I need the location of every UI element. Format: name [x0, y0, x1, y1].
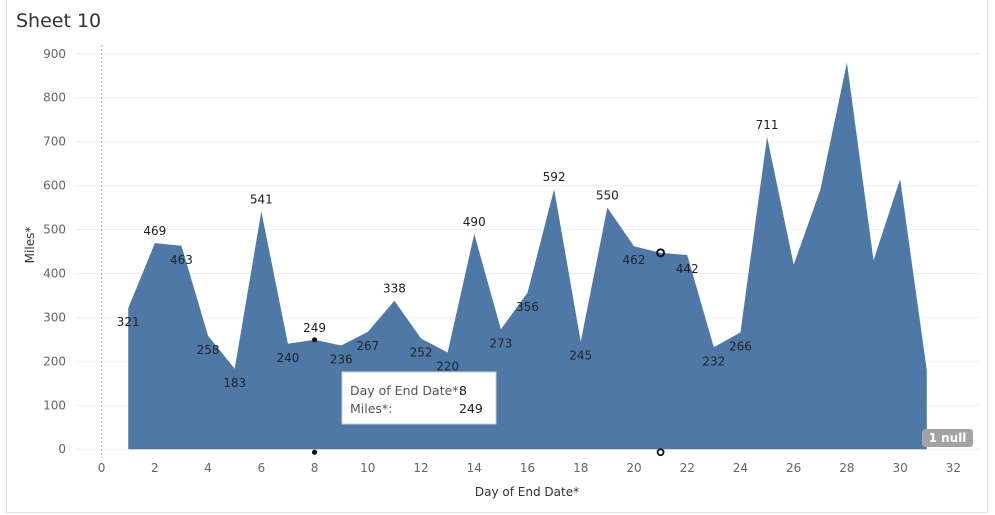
data-label: 321 — [117, 315, 140, 329]
y-tick-label: 800 — [43, 91, 66, 105]
x-tick-label: 0 — [98, 461, 106, 475]
data-label: 273 — [489, 336, 512, 350]
x-tick-label: 28 — [839, 461, 854, 475]
data-label: 252 — [410, 345, 433, 359]
y-tick-label: 700 — [43, 135, 66, 149]
sheet-frame — [6, 0, 988, 513]
null-indicator-badge[interactable]: 1 null — [922, 429, 973, 447]
y-tick-label: 200 — [43, 354, 66, 368]
y-tick-label: 400 — [43, 266, 66, 280]
x-tick-label: 12 — [413, 461, 428, 475]
y-tick-label: 300 — [43, 310, 66, 324]
x-tick-label: 14 — [467, 461, 482, 475]
x-tick-label: 22 — [680, 461, 695, 475]
data-label: 258 — [197, 343, 220, 357]
data-label: 338 — [383, 282, 406, 296]
data-label: 232 — [702, 354, 725, 368]
x-tick-label: 16 — [520, 461, 535, 475]
data-label: 249 — [303, 321, 326, 335]
y-tick-label: 600 — [43, 179, 66, 193]
data-label: 550 — [596, 189, 619, 203]
area-series[interactable] — [128, 62, 927, 450]
x-tick-label: 26 — [786, 461, 801, 475]
tooltip-label-day: Day of End Date*: — [350, 383, 463, 398]
axis-marker — [311, 449, 318, 455]
data-label: 442 — [676, 262, 699, 276]
x-tick-label: 6 — [258, 461, 266, 475]
sheet-title: Sheet 10 — [16, 10, 102, 32]
x-tick-label: 18 — [573, 461, 588, 475]
y-tick-label: 900 — [43, 47, 66, 61]
x-tick-label: 10 — [360, 461, 375, 475]
data-label: 220 — [436, 360, 459, 374]
data-label: 463 — [170, 253, 193, 267]
y-axis-ticks: 0 100 200 300 400 500 600 700 800 900 — [43, 47, 66, 456]
x-tick-label: 2 — [151, 461, 159, 475]
data-label: 541 — [250, 193, 273, 207]
highlight-point[interactable] — [656, 248, 666, 258]
data-label: 266 — [729, 339, 752, 353]
data-label: 469 — [143, 224, 166, 238]
data-label: 240 — [276, 351, 299, 365]
data-label: 236 — [330, 353, 353, 367]
x-axis-title: Day of End Date* — [475, 485, 579, 499]
y-tick-label: 0 — [58, 442, 66, 456]
highlight-markers[interactable] — [311, 248, 666, 457]
tooltip-label-miles: Miles*: — [350, 401, 392, 416]
data-label: 592 — [543, 170, 566, 184]
data-label: 490 — [463, 215, 486, 229]
axis-marker — [656, 448, 665, 457]
data-label: 183 — [223, 376, 246, 390]
y-axis-title: Miles* — [23, 227, 37, 264]
x-tick-label: 20 — [626, 461, 641, 475]
x-tick-label: 24 — [733, 461, 748, 475]
data-label: 245 — [569, 349, 592, 363]
tooltip-value-miles: 249 — [459, 401, 483, 416]
x-axis-ticks: 0 2 4 6 8 10 12 14 16 18 20 22 24 26 28 30 32 — [98, 461, 961, 475]
y-tick-label: 100 — [43, 398, 66, 412]
data-label: 267 — [356, 339, 379, 353]
data-label: 356 — [516, 300, 539, 314]
tooltip: Day of End Date*: 8 Miles*: 249 — [341, 371, 497, 425]
x-tick-label: 32 — [946, 461, 961, 475]
x-tick-label: 30 — [893, 461, 908, 475]
data-label: 711 — [756, 118, 779, 132]
x-tick-label: 8 — [311, 461, 319, 475]
x-tick-label: 4 — [204, 461, 212, 475]
y-tick-label: 500 — [43, 223, 66, 237]
highlight-point[interactable] — [311, 337, 318, 343]
tooltip-value-day: 8 — [459, 383, 467, 398]
data-label: 462 — [623, 253, 646, 267]
